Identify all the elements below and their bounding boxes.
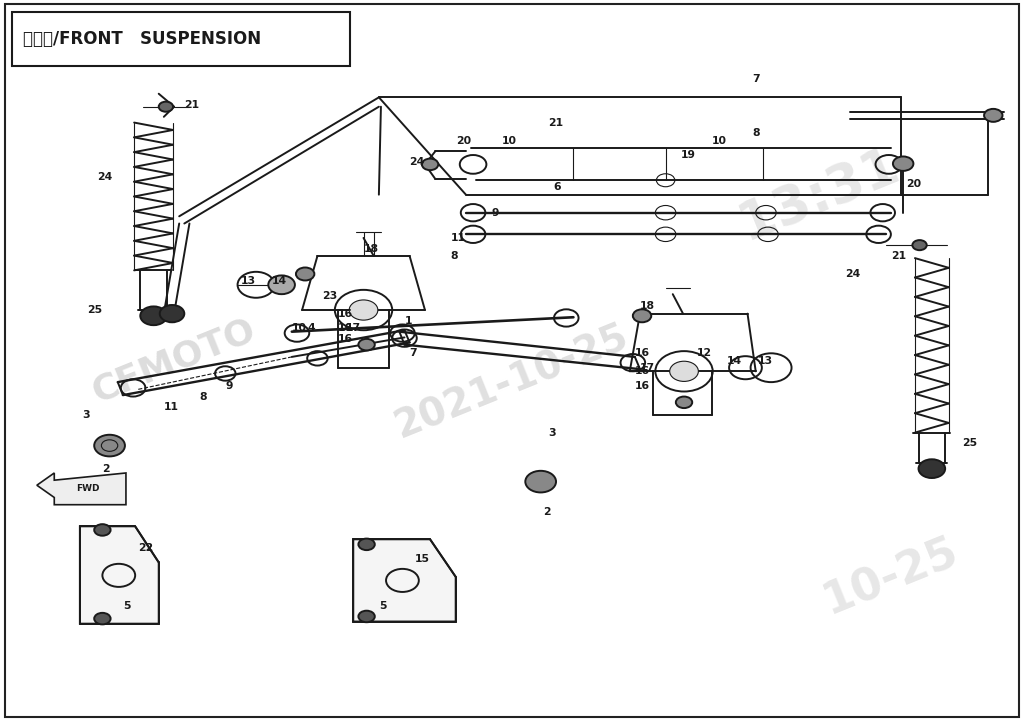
Circle shape — [94, 524, 111, 536]
Text: 13:31: 13:31 — [731, 139, 907, 250]
Text: 2: 2 — [102, 464, 110, 474]
Text: FWD: FWD — [77, 485, 99, 493]
Text: 6: 6 — [553, 182, 560, 193]
Text: 16: 16 — [338, 334, 353, 344]
Text: 18: 18 — [364, 244, 379, 254]
Text: 24: 24 — [845, 269, 860, 279]
Text: 20: 20 — [456, 136, 471, 146]
Text: 20: 20 — [906, 179, 922, 189]
Text: 9: 9 — [492, 208, 499, 218]
Text: CFMOTO: CFMOTO — [87, 312, 261, 409]
Polygon shape — [80, 526, 159, 624]
Text: 5: 5 — [123, 601, 130, 611]
FancyBboxPatch shape — [12, 12, 350, 66]
Circle shape — [670, 361, 698, 381]
Text: 7: 7 — [410, 348, 417, 358]
Text: 1: 1 — [404, 316, 412, 326]
Text: 7: 7 — [753, 74, 760, 84]
Text: 9: 9 — [225, 381, 232, 391]
Text: 23: 23 — [323, 291, 338, 301]
Text: 16: 16 — [635, 381, 650, 391]
Circle shape — [94, 435, 125, 456]
Circle shape — [676, 397, 692, 408]
Circle shape — [268, 275, 295, 294]
Text: 16: 16 — [338, 323, 353, 333]
Text: 8: 8 — [200, 392, 207, 402]
Circle shape — [633, 309, 651, 322]
Text: 2: 2 — [543, 507, 550, 517]
Circle shape — [984, 109, 1002, 122]
Text: 3: 3 — [548, 428, 555, 438]
Text: 25: 25 — [963, 438, 978, 448]
Text: 14: 14 — [727, 355, 742, 366]
Circle shape — [912, 240, 927, 250]
Text: 2021-10-25: 2021-10-25 — [389, 318, 635, 446]
Circle shape — [160, 305, 184, 322]
Text: 8: 8 — [451, 251, 458, 261]
Circle shape — [349, 300, 378, 320]
Circle shape — [919, 459, 945, 478]
Circle shape — [358, 539, 375, 550]
Circle shape — [358, 611, 375, 622]
Text: 11: 11 — [164, 402, 179, 412]
Circle shape — [159, 102, 173, 112]
Text: 12: 12 — [696, 348, 712, 358]
Text: 24: 24 — [97, 172, 113, 182]
Polygon shape — [37, 473, 126, 505]
Circle shape — [422, 159, 438, 170]
Text: 16: 16 — [338, 309, 353, 319]
Circle shape — [358, 339, 375, 350]
Text: 15: 15 — [415, 554, 430, 564]
Text: 10: 10 — [292, 323, 307, 333]
Text: 10-25: 10-25 — [817, 530, 965, 624]
Text: 21: 21 — [548, 118, 563, 128]
Text: 5: 5 — [379, 601, 386, 611]
Text: 前悬架/FRONT   SUSPENSION: 前悬架/FRONT SUSPENSION — [23, 30, 261, 48]
Text: 25: 25 — [87, 305, 102, 315]
Text: 21: 21 — [891, 251, 906, 261]
Text: 10: 10 — [502, 136, 517, 146]
Circle shape — [296, 267, 314, 280]
Text: 11: 11 — [451, 233, 466, 243]
Text: 22: 22 — [138, 543, 154, 553]
Text: 19: 19 — [681, 150, 696, 160]
Text: 14: 14 — [271, 276, 287, 286]
Text: 17: 17 — [346, 323, 361, 333]
Circle shape — [140, 306, 167, 325]
Text: 18: 18 — [640, 301, 655, 311]
Circle shape — [94, 613, 111, 624]
Text: 13: 13 — [241, 276, 256, 286]
Text: 8: 8 — [753, 128, 760, 138]
Text: 13: 13 — [758, 355, 773, 366]
Text: 17: 17 — [640, 363, 655, 373]
Text: 3: 3 — [82, 410, 89, 420]
Text: 24: 24 — [410, 157, 425, 167]
Text: 16: 16 — [635, 348, 650, 358]
Polygon shape — [353, 539, 456, 622]
Text: 4: 4 — [307, 323, 314, 333]
Text: 16: 16 — [635, 366, 650, 376]
Circle shape — [525, 471, 556, 492]
Text: 10: 10 — [712, 136, 727, 146]
Text: 21: 21 — [184, 99, 200, 110]
Circle shape — [893, 156, 913, 171]
